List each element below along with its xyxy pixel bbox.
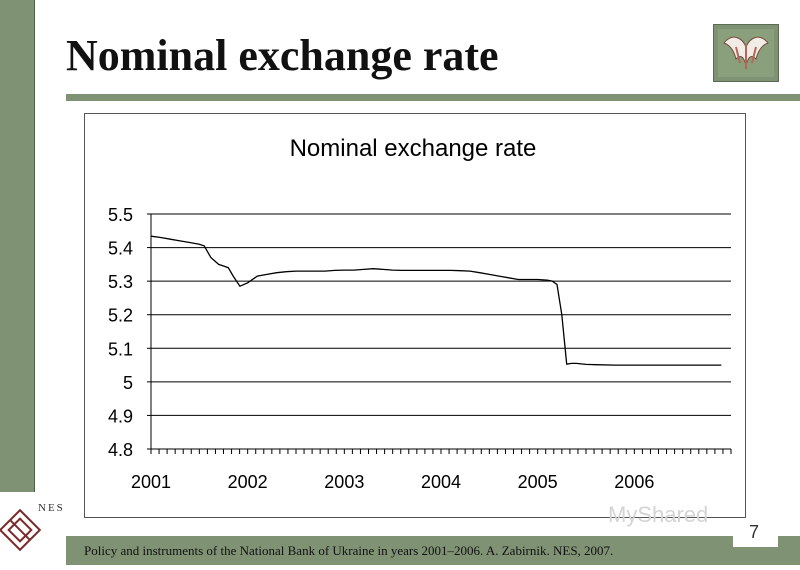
y-axis-ticks: 4.8 4.9 5 5.1 5.2 5.3 5.4 5.5 [108, 205, 151, 460]
emblem-icon [713, 24, 779, 82]
y-tick-label-4: 5.2 [108, 306, 133, 326]
y-tick-label-3: 5.1 [108, 339, 133, 359]
page-number: 7 [749, 522, 760, 542]
y-tick-label-6: 5.4 [108, 239, 133, 259]
page-number-box [733, 522, 778, 547]
y-tick-label-0: 4.8 [108, 440, 133, 460]
nes-logo-icon [0, 492, 66, 565]
y-tick-label-2: 5 [123, 373, 133, 393]
chart-title: Nominal exchange rate [290, 135, 537, 162]
left-accent-band [0, 0, 35, 565]
x-tick-label-2: 2003 [324, 472, 364, 492]
y-tick-label-7: 5.5 [108, 205, 133, 225]
footer-citation: Policy and instruments of the National B… [84, 543, 614, 558]
x-tick-label-1: 2002 [228, 472, 268, 492]
y-tick-label-1: 4.9 [108, 406, 133, 426]
x-tick-label-5: 2006 [614, 472, 654, 492]
chart-gridlines [150, 213, 731, 450]
x-tick-label-4: 2005 [518, 472, 558, 492]
x-tick-label-0: 2001 [131, 472, 171, 492]
chart-series [150, 235, 722, 366]
watermark: MyShared [608, 502, 709, 527]
nes-logo-text: NES [38, 502, 65, 514]
exchange-rate-chart: Nominal exchange rate 4.8 4.9 5 5.1 5.2 5.3 5.… [108, 135, 732, 492]
series-line-0 [150, 235, 722, 366]
y-tick-label-5: 5.3 [108, 272, 133, 292]
slide-title: Nominal exchange rate [66, 31, 499, 80]
footer-band [66, 536, 800, 565]
x-axis-ticks: 2001 2002 2003 2004 2005 2006 [131, 449, 732, 492]
title-underline [66, 94, 800, 101]
chart-panel: Nominal exchange rate 4.8 4.9 5 5.1 5.2 5.3 5.… [84, 113, 746, 518]
x-tick-label-3: 2004 [421, 472, 461, 492]
